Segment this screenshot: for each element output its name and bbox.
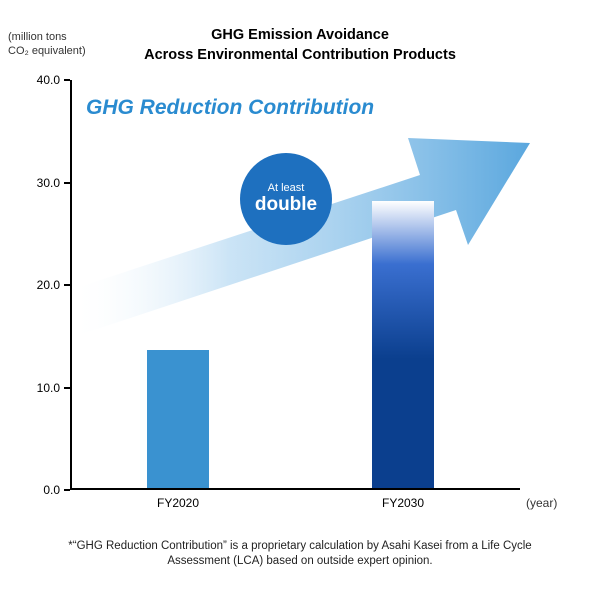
y-tick [64,489,70,491]
title-line2: Across Environmental Contribution Produc… [144,47,456,63]
contribution-label: GHG Reduction Contribution [86,96,374,120]
chart-title: GHG Emission Avoidance Across Environmen… [0,26,600,65]
chart-container: (million tons CO₂ equivalent) GHG Emissi… [0,0,600,600]
bar [147,350,209,488]
y-tick [64,79,70,81]
y-tick-label: 10.0 [20,381,60,395]
callout-badge: At least double [240,153,332,245]
y-tick-label: 30.0 [20,176,60,190]
y-tick [64,387,70,389]
y-tick-label: 20.0 [20,278,60,292]
badge-line2: double [255,195,317,215]
x-axis [70,488,520,490]
bar [372,201,434,488]
title-line1: GHG Emission Avoidance [211,27,389,43]
badge-line1: At least [268,183,305,195]
y-tick [64,284,70,286]
category-label: FY2030 [382,496,424,510]
y-axis [70,80,72,490]
x-axis-unit: (year) [526,496,557,510]
footnote: *“GHG Reduction Contribution” is a propr… [40,539,560,570]
y-tick [64,182,70,184]
y-tick-label: 0.0 [20,483,60,497]
category-label: FY2020 [157,496,199,510]
y-tick-label: 40.0 [20,73,60,87]
plot-area: 0.010.020.030.040.0 GHG Reduction Contri… [70,80,520,490]
